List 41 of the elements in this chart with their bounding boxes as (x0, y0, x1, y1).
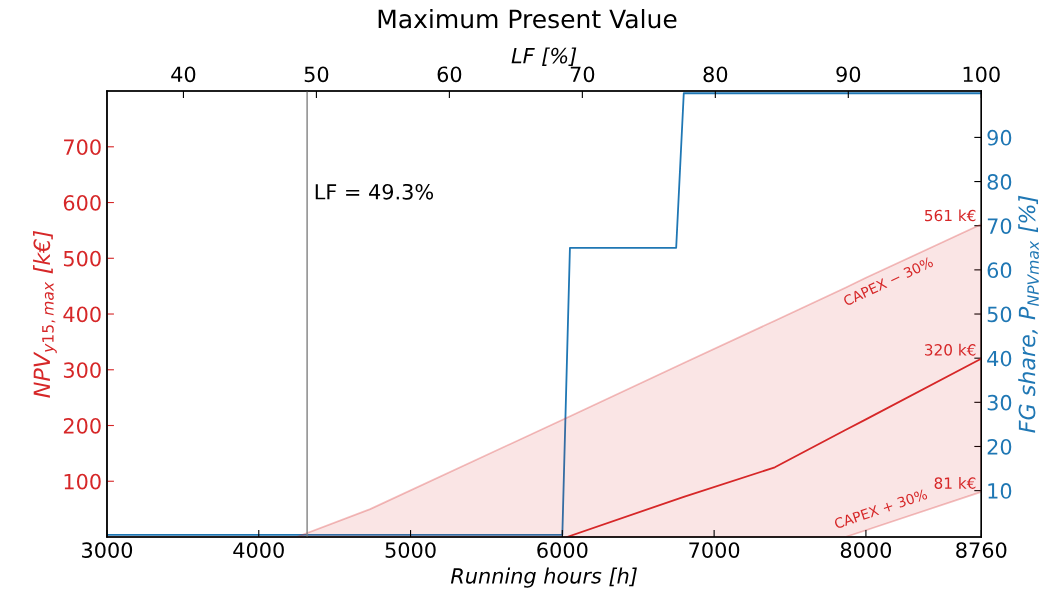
y2-tick-label: 20 (987, 438, 1012, 455)
x2-tick-label: 70 (570, 66, 595, 83)
y-tick-label: 500 (63, 250, 101, 267)
y2-tick-label: 80 (987, 174, 1012, 190)
x2-axis-title: LF [%] (511, 47, 577, 66)
y2-tick-label: 10 (988, 483, 1012, 499)
y2-tick-label: 90 (987, 129, 1012, 146)
y-tick-label: 300 (63, 362, 101, 378)
ref-line-label: LF = 49.3% (315, 183, 434, 200)
x-tick-label: 7000 (689, 542, 740, 558)
y2-tick-label: 60 (987, 262, 1012, 279)
y2-tick-label: 70 (987, 218, 1012, 234)
x-tick-label: 6000 (537, 542, 588, 558)
x-axis-title: Running hours [h] (450, 567, 637, 588)
y-axis-title: NPV$_{y15,max}$ [k€] (33, 230, 57, 398)
x-tick-label: 8760 (956, 542, 1007, 558)
x2-tick-label: 40 (171, 66, 196, 83)
x-tick-label: 8000 (840, 542, 892, 558)
x2-tick-label: 90 (836, 66, 861, 83)
x-tick-label: 3000 (82, 542, 133, 558)
x2-tick-label: 60 (437, 66, 462, 83)
x-tick-label: 4000 (233, 542, 284, 558)
annotation: 81 k€ (934, 477, 976, 489)
annotation: CAPEX + 30% (833, 488, 928, 529)
line-series (565, 357, 982, 537)
x2-tick-label: 100 (963, 66, 1000, 83)
y2-tick-label: 30 (987, 394, 1012, 411)
x2-tick-label: 80 (703, 66, 728, 83)
chart-title: Maximum Present Value (378, 9, 677, 29)
annotation: 320 k€ (925, 343, 976, 356)
y-tick-label: 400 (63, 306, 101, 323)
y-tick-label: 700 (64, 139, 101, 156)
y2-tick-label: 50 (987, 306, 1012, 323)
x2-tick-label: 50 (304, 66, 329, 83)
y-tick-label: 100 (64, 473, 101, 490)
x-tick-label: 5000 (385, 542, 436, 558)
y-tick-label: 200 (63, 417, 101, 434)
annotation: 561 k€ (925, 209, 976, 222)
y-tick-label: 600 (63, 194, 101, 211)
y2-tick-label: 40 (987, 350, 1012, 367)
y2-axis-title: FG share, P$_{NPVmax}$ [%] (1018, 195, 1039, 433)
